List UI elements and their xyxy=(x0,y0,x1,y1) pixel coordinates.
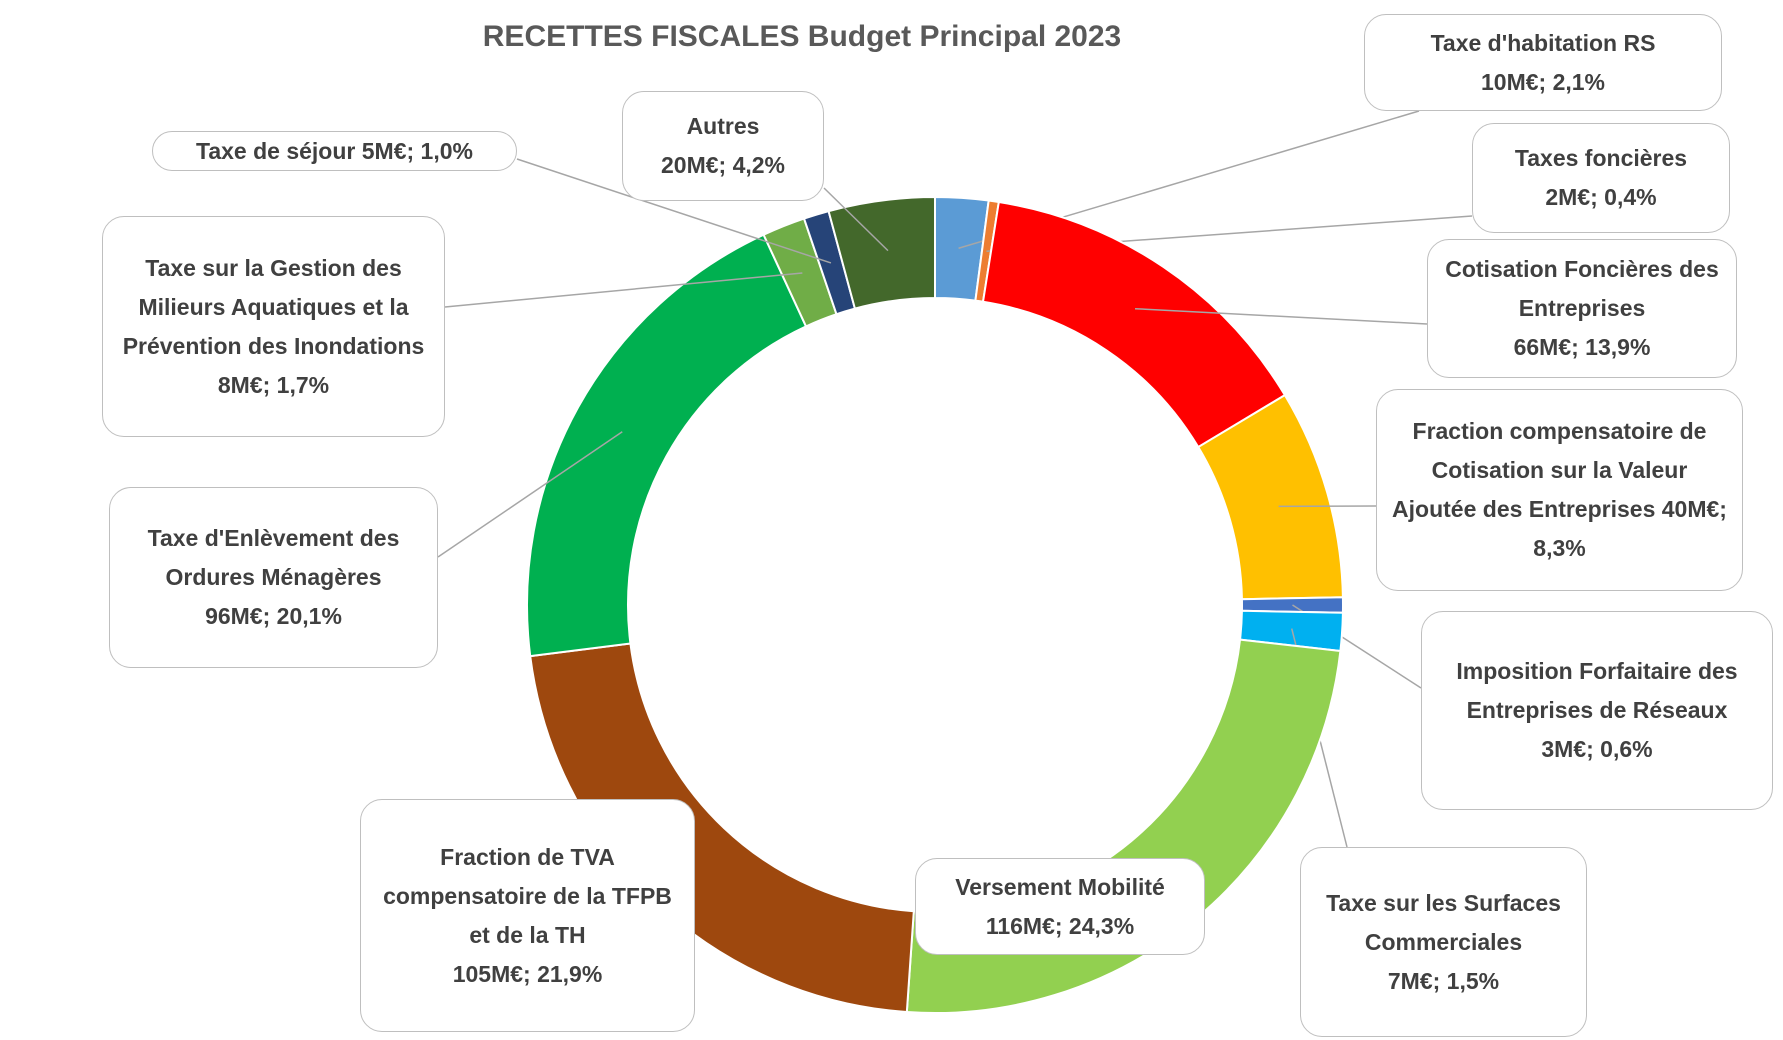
data-label: Taxe de séjour 5M€; 1,0% xyxy=(152,131,517,171)
data-label: Versement Mobilité 116M€; 24,3% xyxy=(915,858,1205,955)
category-label: Taxe sur la Gestion des Milieurs Aquatiq… xyxy=(122,254,425,359)
data-label: Taxe sur les Surfaces Commerciales 7M€; 1… xyxy=(1300,847,1587,1037)
data-label: Cotisation Foncières des Entreprises 66M€… xyxy=(1427,239,1737,378)
label-text: Taxes foncières 2M€; 0,4% xyxy=(1515,139,1687,217)
value-label: 5M€; 1,0% xyxy=(361,137,473,164)
value-label: 7M€; 1,5% xyxy=(1387,967,1500,994)
data-label: Imposition Forfaitaire des Entreprises d… xyxy=(1421,611,1773,810)
value-label: 66M€; 13,9% xyxy=(1513,334,1651,360)
category-label: Fraction de TVA compensatoire de la TFPB… xyxy=(383,843,672,948)
category-label: Autres xyxy=(686,113,760,139)
label-text: Fraction compensatoire de Cotisation sur… xyxy=(1389,412,1730,568)
label-text: Taxe d'Enlèvement des Ordures Ménagères 9… xyxy=(122,519,425,636)
label-text: Taxe d'habitation RS 10M€; 2,1% xyxy=(1431,24,1656,102)
value-label: 105M€; 21,9% xyxy=(452,960,603,987)
category-label: Versement Mobilité xyxy=(955,873,1165,900)
category-label: Imposition Forfaitaire des Entreprises d… xyxy=(1456,658,1738,723)
data-label: Fraction compensatoire de Cotisation sur… xyxy=(1376,389,1743,591)
data-label: Taxe sur la Gestion des Milieurs Aquatiq… xyxy=(102,216,445,437)
label-text: Versement Mobilité 116M€; 24,3% xyxy=(955,868,1165,946)
value-label: 96M€; 20,1% xyxy=(205,603,342,629)
category-label: Fraction compensatoire de Cotisation sur… xyxy=(1392,418,1707,522)
donut-slice xyxy=(526,233,808,658)
label-text: Autres 20M€; 4,2% xyxy=(661,107,785,185)
leader-line xyxy=(444,272,803,308)
label-text: Imposition Forfaitaire des Entreprises d… xyxy=(1434,652,1760,769)
leader-line xyxy=(1134,307,1428,325)
leader-line xyxy=(823,187,889,252)
data-label: Fraction de TVA compensatoire de la TFPB… xyxy=(360,799,695,1032)
data-label: Taxe d'habitation RS 10M€; 2,1% xyxy=(1364,14,1722,111)
category-label: Cotisation Foncières des Entreprises xyxy=(1445,256,1719,321)
value-label: 2M€; 0,4% xyxy=(1545,184,1657,210)
value-label: 116M€; 24,3% xyxy=(985,912,1135,939)
label-text: Taxe sur les Surfaces Commerciales 7M€; 1… xyxy=(1313,884,1574,1001)
donut-slice xyxy=(905,638,1342,1014)
data-label: Taxes foncières 2M€; 0,4% xyxy=(1472,123,1730,233)
category-label: Taxe de séjour xyxy=(196,137,356,164)
value-label: 10M€; 2,1% xyxy=(1480,68,1605,95)
label-text: Taxe sur la Gestion des Milieurs Aquatiq… xyxy=(115,249,432,405)
value-label: 20M€; 4,2% xyxy=(660,152,785,178)
value-label: 8M€; 1,7% xyxy=(217,371,330,398)
category-label: Taxes foncières xyxy=(1514,145,1688,171)
value-label: 3M€; 0,6% xyxy=(1541,736,1653,762)
category-label: Taxe d'habitation RS xyxy=(1430,29,1656,56)
donut-slice xyxy=(827,195,936,310)
label-text: Cotisation Foncières des Entreprises 66M€… xyxy=(1440,250,1724,367)
donut-slice xyxy=(529,642,915,1014)
label-text: Taxe de séjour 5M€; 1,0% xyxy=(196,132,473,171)
leader-line xyxy=(516,158,832,264)
category-label: Taxe sur les Surfaces Commerciales xyxy=(1326,889,1561,955)
chart-title: RECETTES FISCALES Budget Principal 2023 xyxy=(482,20,1122,53)
donut-slice xyxy=(981,200,1287,449)
category-label: Taxe d'Enlèvement des Ordures Ménagères xyxy=(147,525,400,590)
value-label: 40M€; 8,3% xyxy=(1533,496,1727,561)
data-label: Taxe d'Enlèvement des Ordures Ménagères 9… xyxy=(109,487,438,668)
leader-line xyxy=(437,431,623,558)
data-label: Autres 20M€; 4,2% xyxy=(622,91,824,201)
label-text: Fraction de TVA compensatoire de la TFPB… xyxy=(373,838,682,994)
